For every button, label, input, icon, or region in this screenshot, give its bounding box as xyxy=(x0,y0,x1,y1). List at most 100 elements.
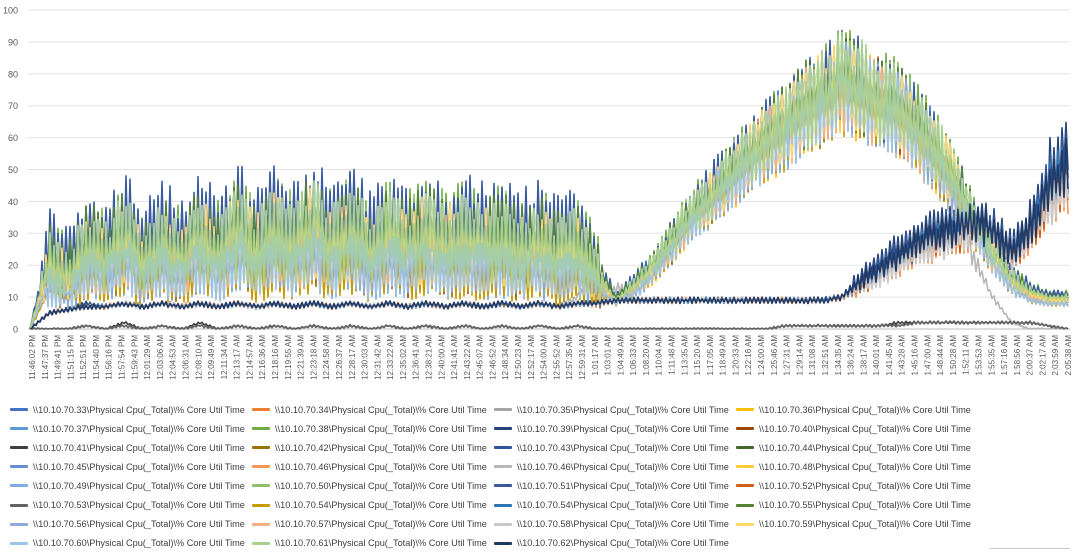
x-tick-label: 12:21:39 AM xyxy=(297,335,306,380)
x-tick-label: 2:00:37 AM xyxy=(1026,335,1035,376)
legend-item: \\10.10.70.46\Physical Cpu(_Total)\% Cor… xyxy=(252,462,494,472)
y-tick-label: 100 xyxy=(3,6,18,16)
legend-row: \\10.10.70.37\Physical Cpu(_Total)\% Cor… xyxy=(10,419,1070,438)
legend-item: \\10.10.70.49\Physical Cpu(_Total)\% Cor… xyxy=(10,481,252,491)
x-tick-label: 2:02:17 AM xyxy=(1038,335,1047,376)
legend-swatch xyxy=(494,427,512,431)
x-tick-label: 12:06:31 AM xyxy=(181,335,190,380)
legend-item: \\10.10.70.36\Physical Cpu(_Total)\% Cor… xyxy=(736,405,978,415)
legend-item: \\10.10.70.44\Physical Cpu(_Total)\% Cor… xyxy=(736,443,978,453)
legend-swatch xyxy=(736,503,754,507)
legend-item: \\10.10.70.43\Physical Cpu(_Total)\% Cor… xyxy=(494,443,736,453)
legend-swatch xyxy=(736,465,754,469)
x-tick-label: 12:08:10 AM xyxy=(194,335,203,380)
legend-swatch xyxy=(494,503,512,507)
y-tick-label: 20 xyxy=(8,261,18,271)
legend-swatch xyxy=(494,522,512,526)
y-tick-label: 30 xyxy=(8,229,18,239)
x-tick-label: 12:36:41 AM xyxy=(412,335,421,380)
legend-label: \\10.10.70.49\Physical Cpu(_Total)\% Cor… xyxy=(33,480,245,491)
x-tick-label: 11:57:54 PM xyxy=(118,335,127,380)
legend-swatch xyxy=(494,484,512,488)
x-tick-label: 12:04:53 AM xyxy=(169,335,178,380)
x-tick-label: 1:58:56 AM xyxy=(1013,335,1022,376)
legend-swatch xyxy=(494,446,512,450)
x-tick-label: 1:11:48 AM xyxy=(668,335,677,375)
x-tick-label: 1:36:24 AM xyxy=(847,335,856,376)
x-tick-label: 12:14:57 AM xyxy=(245,335,254,380)
x-tick-label: 12:40:00 AM xyxy=(437,335,446,380)
legend-swatch xyxy=(736,484,754,488)
x-tick-label: 12:48:34 AM xyxy=(501,335,510,380)
legend-swatch xyxy=(252,522,270,526)
y-tick-label: 10 xyxy=(8,293,18,303)
legend-label: \\10.10.70.38\Physical Cpu(_Total)\% Cor… xyxy=(275,423,487,434)
x-tick-label: 1:29:14 AM xyxy=(795,335,804,376)
x-tick-label: 12:09:49 AM xyxy=(207,335,216,380)
legend-item: \\10.10.70.51\Physical Cpu(_Total)\% Cor… xyxy=(494,481,736,491)
legend-swatch xyxy=(736,427,754,431)
legend-swatch xyxy=(252,408,270,412)
legend-item: \\10.10.70.34\Physical Cpu(_Total)\% Cor… xyxy=(252,405,494,415)
x-tick-label: 1:48:44 AM xyxy=(936,335,945,376)
legend-label: \\10.10.70.40\Physical Cpu(_Total)\% Cor… xyxy=(759,423,971,434)
legend-label: \\10.10.70.48\Physical Cpu(_Total)\% Cor… xyxy=(759,461,971,472)
legend-item: \\10.10.70.60\Physical Cpu(_Total)\% Cor… xyxy=(10,538,252,548)
legend-swatch xyxy=(10,484,28,488)
x-axis: 11:46:02 PM 11:47:37 PM 11:49:41 PM 11:51:1… xyxy=(28,335,1073,380)
legend-label: \\10.10.70.33\Physical Cpu(_Total)\% Cor… xyxy=(33,404,245,415)
y-tick-label: 80 xyxy=(8,69,18,79)
legend-label: \\10.10.70.45\Physical Cpu(_Total)\% Cor… xyxy=(33,461,245,472)
legend-label: \\10.10.70.39\Physical Cpu(_Total)\% Cor… xyxy=(517,423,729,434)
x-tick-label: 12:11:34 AM xyxy=(220,335,229,380)
y-tick-label: 60 xyxy=(8,133,18,143)
legend-row: \\10.10.70.56\Physical Cpu(_Total)\% Cor… xyxy=(10,515,1070,534)
legend-swatch xyxy=(494,465,512,469)
y-tick-label: 70 xyxy=(8,101,18,111)
legend-label: \\10.10.70.58\Physical Cpu(_Total)\% Cor… xyxy=(517,519,729,530)
legend-item: \\10.10.70.54\Physical Cpu(_Total)\% Cor… xyxy=(494,500,736,510)
legend-label: \\10.10.70.57\Physical Cpu(_Total)\% Cor… xyxy=(275,519,487,530)
legend-swatch xyxy=(10,503,28,507)
x-tick-label: 1:38:17 AM xyxy=(859,335,868,376)
x-tick-label: 2:03:59 AM xyxy=(1051,335,1060,376)
legend-label: \\10.10.70.42\Physical Cpu(_Total)\% Cor… xyxy=(275,442,487,453)
legend-swatch xyxy=(252,484,270,488)
x-tick-label: 12:28:17 AM xyxy=(348,335,357,380)
legend-swatch xyxy=(736,446,754,450)
y-tick-label: 40 xyxy=(8,197,18,207)
x-tick-label: 1:25:46 AM xyxy=(770,335,779,376)
x-tick-label: 11:47:37 PM xyxy=(41,335,50,380)
x-tick-label: 1:17:05 AM xyxy=(706,335,715,376)
x-tick-label: 1:03:01 AM xyxy=(604,335,613,376)
legend-row: \\10.10.70.49\Physical Cpu(_Total)\% Cor… xyxy=(10,476,1070,495)
x-tick-label: 12:24:58 AM xyxy=(322,335,331,380)
x-tick-label: 1:52:11 AM xyxy=(962,335,971,375)
legend-label: \\10.10.70.46\Physical Cpu(_Total)\% Cor… xyxy=(517,461,729,472)
legend-swatch xyxy=(10,408,28,412)
x-tick-label: 12:52:17 AM xyxy=(527,335,536,380)
legend-label: \\10.10.70.61\Physical Cpu(_Total)\% Cor… xyxy=(275,538,487,549)
legend-label: \\10.10.70.36\Physical Cpu(_Total)\% Cor… xyxy=(759,404,971,415)
x-tick-label: 1:31:08 AM xyxy=(808,335,817,376)
legend-swatch xyxy=(494,408,512,412)
legend-swatch xyxy=(10,522,28,526)
x-tick-label: 12:59:31 AM xyxy=(578,335,587,380)
x-tick-label: 12:54:00 AM xyxy=(540,335,549,380)
x-tick-label: 1:45:16 AM xyxy=(911,335,920,376)
legend-label: \\10.10.70.41\Physical Cpu(_Total)\% Cor… xyxy=(33,442,245,453)
x-tick-label: 1:04:49 AM xyxy=(616,335,625,376)
x-tick-label: 1:43:28 AM xyxy=(898,335,907,376)
x-tick-label: 12:31:42 AM xyxy=(373,335,382,380)
legend-row: \\10.10.70.41\Physical Cpu(_Total)\% Cor… xyxy=(10,438,1070,457)
legend-swatch xyxy=(252,446,270,450)
legend-item: \\10.10.70.46\Physical Cpu(_Total)\% Cor… xyxy=(494,462,736,472)
legend-swatch xyxy=(10,541,28,545)
legend-row: \\10.10.70.60\Physical Cpu(_Total)\% Cor… xyxy=(10,534,1070,553)
x-tick-label: 11:49:41 PM xyxy=(54,335,63,380)
legend-item: \\10.10.70.53\Physical Cpu(_Total)\% Cor… xyxy=(10,500,252,510)
legend-swatch xyxy=(736,522,754,526)
legend-label: \\10.10.70.35\Physical Cpu(_Total)\% Cor… xyxy=(517,404,729,415)
x-tick-label: 12:43:22 AM xyxy=(463,335,472,380)
x-tick-label: 12:38:21 AM xyxy=(424,335,433,380)
